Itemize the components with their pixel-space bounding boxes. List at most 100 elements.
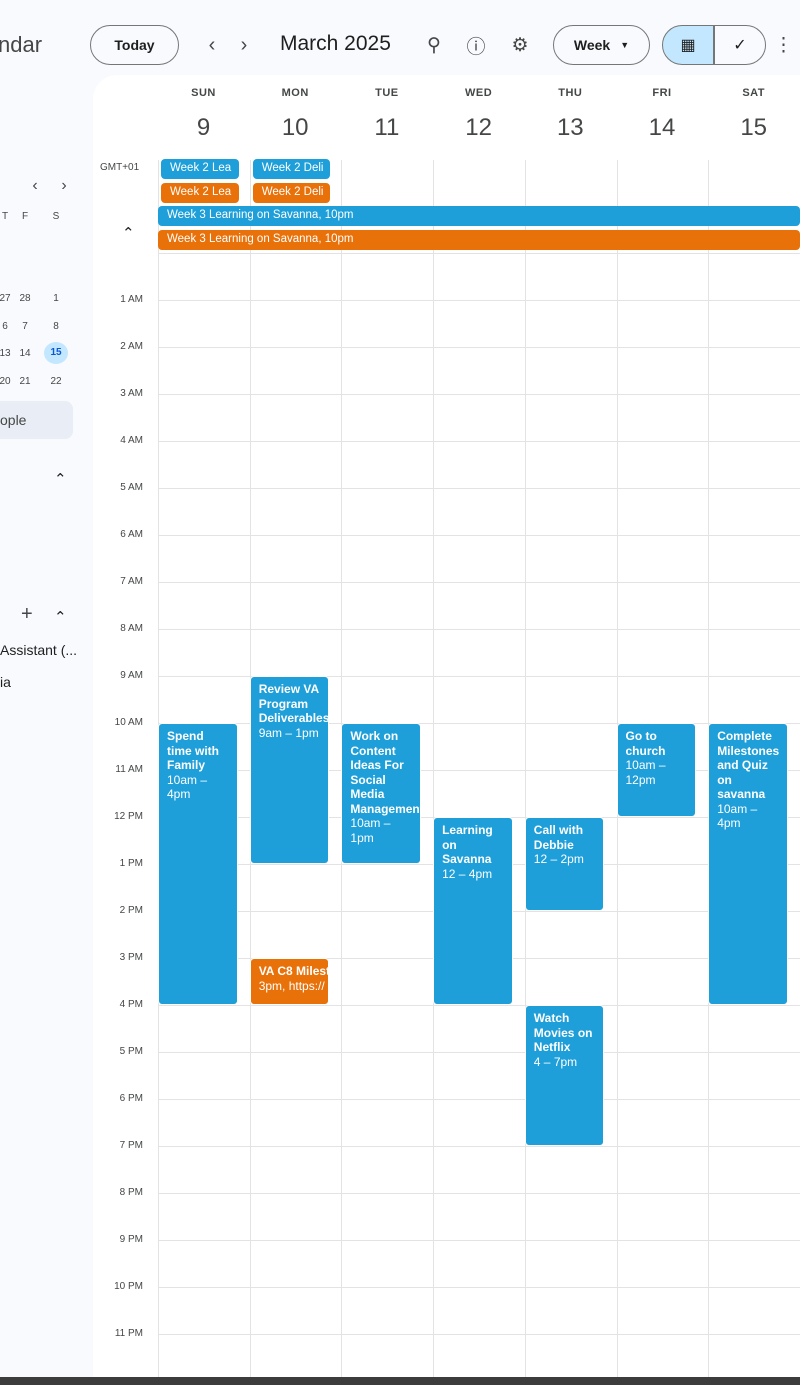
calendar-event[interactable]: Watch Movies on Netflix 4 – 7pm [524, 1005, 605, 1146]
day-number[interactable]: 10 [281, 114, 309, 141]
allday-event[interactable]: Week 2 Lea [161, 183, 239, 203]
hour-label: 6 AM [120, 529, 143, 540]
hour-label: 1 AM [120, 294, 143, 305]
hour-label: 12 PM [114, 811, 143, 822]
hour-label: 2 PM [119, 905, 143, 916]
allday-event[interactable]: Week 3 Learning on Savanna, 10pm [158, 230, 800, 250]
chevron-left-icon[interactable]: ‹ [208, 33, 216, 56]
event-title: Go to church [625, 729, 666, 758]
calendar-item[interactable]: Assistant (... [0, 642, 78, 658]
hour-label: 8 AM [120, 623, 143, 634]
day-number[interactable]: 11 [374, 114, 400, 141]
calendar-event[interactable]: Review VA Program Deliverables 9am – 1pm [249, 676, 330, 864]
calendar-event[interactable]: Call with Debbie 12 – 2pm [524, 817, 605, 911]
event-title: Review VA Program Deliverables [258, 682, 330, 725]
mini-day[interactable]: 6 [2, 320, 8, 332]
hour-line [158, 1334, 800, 1335]
hour-label: 4 PM [119, 999, 143, 1010]
mini-dow: T [1, 211, 9, 222]
hour-label: 7 PM [119, 1140, 143, 1151]
hour-line [158, 770, 800, 771]
mini-next-icon[interactable]: › [61, 177, 67, 194]
hour-line [158, 535, 800, 536]
mini-day[interactable]: 22 [50, 375, 62, 387]
event-title: VA C8 Milestone [258, 964, 330, 978]
collapse-booking-icon[interactable]: ⌃ [54, 471, 67, 488]
calendar-event[interactable]: Spend time with Family 10am – 4pm [158, 723, 238, 1005]
event-time: 12 – 4pm [442, 866, 493, 881]
apps-icon[interactable]: ⋮⋮ [774, 34, 800, 56]
search-icon[interactable]: ⚲ [427, 34, 441, 56]
mini-day[interactable]: 28 [19, 293, 31, 304]
chevron-right-icon[interactable]: › [240, 33, 248, 56]
view-selector[interactable]: Week ▼ [553, 25, 650, 65]
event-title: Work on Content Ideas For Social Media M… [350, 729, 422, 816]
add-calendar-icon[interactable]: + [21, 603, 33, 625]
allday-event[interactable]: Week 2 Deli [252, 183, 331, 203]
event-title: Watch Movies on Netflix [533, 1011, 593, 1054]
day-number[interactable]: 15 [740, 114, 768, 141]
mini-day[interactable]: 21 [19, 375, 31, 387]
event-title: Learning on Savanna [442, 823, 493, 866]
day-number[interactable]: 13 [556, 114, 584, 141]
tasks-icon[interactable]: ✓ [714, 25, 766, 65]
current-month: March 2025 [280, 32, 391, 55]
today-button[interactable]: Today [90, 25, 179, 65]
hour-label: 6 PM [119, 1093, 143, 1104]
mini-day[interactable]: 13 [0, 348, 11, 359]
hour-line [158, 488, 800, 489]
hour-line [158, 394, 800, 395]
mini-day[interactable]: 15 [44, 342, 68, 364]
event-title: Complete Milestones and Quiz on savanna [717, 729, 780, 801]
hour-line [158, 253, 800, 254]
app-title: ndar [0, 32, 43, 57]
mini-day[interactable]: 7 [22, 320, 28, 332]
hour-label: 2 AM [120, 341, 143, 352]
event-time: 10am – 4pm [167, 772, 208, 802]
timezone-label: GMT+01 [100, 162, 140, 173]
calendar-item[interactable]: ia [0, 674, 11, 690]
mini-day[interactable]: 14 [19, 348, 31, 359]
hour-label: 8 PM [119, 1187, 143, 1198]
hour-line [158, 723, 800, 724]
allday-event[interactable]: Week 3 Learning on Savanna, 10pm [158, 206, 800, 226]
day-number[interactable]: 12 [465, 114, 492, 141]
allday-event[interactable]: Week 2 Lea [161, 159, 239, 179]
search-people-input[interactable]: ople [0, 401, 73, 439]
day-of-week: SUN [191, 87, 216, 99]
view-label: Week [573, 37, 611, 53]
event-time: 4 – 7pm [533, 1054, 578, 1069]
calendar-event[interactable]: Work on Content Ideas For Social Media M… [341, 723, 422, 864]
mini-day[interactable]: 27 [0, 293, 11, 304]
calendar-icon[interactable]: ▦ [662, 25, 714, 65]
hour-line [158, 1146, 800, 1147]
calendar-event[interactable]: Go to church 10am – 12pm [616, 723, 697, 817]
hour-line [158, 347, 800, 348]
day-number[interactable]: 14 [648, 114, 676, 141]
event-title: Call with Debbie [533, 823, 584, 852]
collapse-calendars-icon[interactable]: ⌃ [54, 609, 67, 626]
calendar-event[interactable]: Learning on Savanna 12 – 4pm [433, 817, 513, 1005]
hour-label: 11 AM [115, 764, 143, 775]
allday-event[interactable]: Week 2 Deli [252, 159, 331, 179]
hour-line [158, 1240, 800, 1241]
day-number[interactable]: 9 [196, 114, 211, 141]
day-of-week: MON [281, 87, 309, 99]
mini-day[interactable]: 20 [0, 375, 11, 387]
hour-line [158, 1193, 800, 1194]
hour-label: 3 PM [119, 952, 143, 963]
help-icon[interactable]: ⓘ [466, 36, 486, 58]
mini-day[interactable]: 8 [53, 320, 59, 332]
hour-line [158, 582, 800, 583]
day-of-week: FRI [652, 87, 672, 99]
event-time: 12 – 2pm [533, 852, 584, 866]
mini-prev-icon[interactable]: ‹ [32, 177, 38, 194]
hour-line [158, 676, 800, 677]
settings-icon[interactable]: ⚙ [511, 34, 529, 56]
collapse-allday-icon[interactable]: ⌃ [122, 225, 135, 242]
calendar-event[interactable]: Complete Milestones and Quiz on savanna 1… [708, 723, 788, 1005]
mini-day[interactable]: 1 [53, 293, 59, 304]
hour-label: 1 PM [119, 858, 143, 869]
event-time: 3pm, https:// [258, 978, 325, 993]
calendar-event[interactable]: VA C8 Milestone3pm, https:// [249, 958, 330, 1005]
